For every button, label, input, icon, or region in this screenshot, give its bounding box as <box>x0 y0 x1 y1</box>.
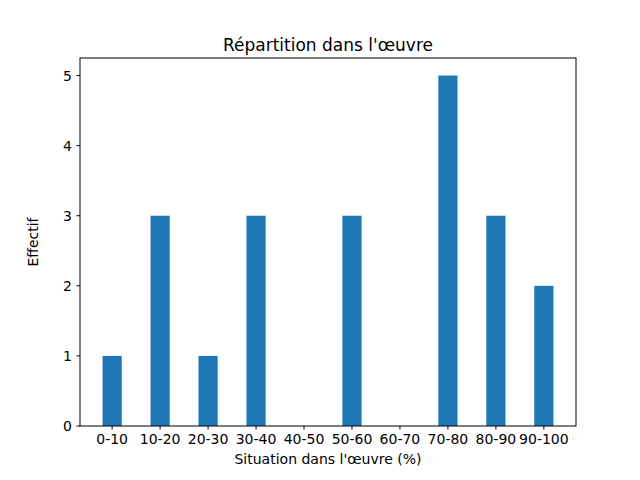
y-tick-label: 4 <box>63 138 72 154</box>
x-tick-label: 0-10 <box>96 431 128 447</box>
x-tick-label: 90-100 <box>519 431 569 447</box>
y-axis-label: Effectif <box>25 216 41 266</box>
x-tick-label: 40-50 <box>284 431 325 447</box>
bar <box>198 356 217 426</box>
x-tick-label: 30-40 <box>236 431 277 447</box>
x-axis-label: Situation dans l'œuvre (%) <box>234 451 421 467</box>
y-tick-label: 0 <box>63 418 72 434</box>
bar <box>246 216 265 426</box>
y-tick-label: 1 <box>63 348 72 364</box>
bar-chart: 0-10 10-20 20-30 30-40 40-50 50-60 60-70 70-80 8… <box>0 0 640 480</box>
x-tick-label: 70-80 <box>428 431 469 447</box>
bar <box>342 216 361 426</box>
chart-title: Répartition dans l'œuvre <box>223 35 433 55</box>
bar <box>486 216 505 426</box>
x-tick-label: 60-70 <box>380 431 421 447</box>
bars-layer <box>103 76 554 426</box>
y-tick-label: 5 <box>63 68 72 84</box>
y-tick-label: 3 <box>63 208 72 224</box>
bar <box>534 286 553 426</box>
bar <box>151 216 170 426</box>
figure-canvas: 0-10 10-20 20-30 30-40 40-50 50-60 60-70 70-80 8… <box>0 0 640 480</box>
y-tick-label: 2 <box>63 278 72 294</box>
bar <box>103 356 122 426</box>
bar <box>438 76 457 426</box>
x-tick-label: 10-20 <box>140 431 181 447</box>
x-tick-label: 80-90 <box>476 431 517 447</box>
x-tick-label: 20-30 <box>188 431 229 447</box>
x-tick-label: 50-60 <box>332 431 373 447</box>
